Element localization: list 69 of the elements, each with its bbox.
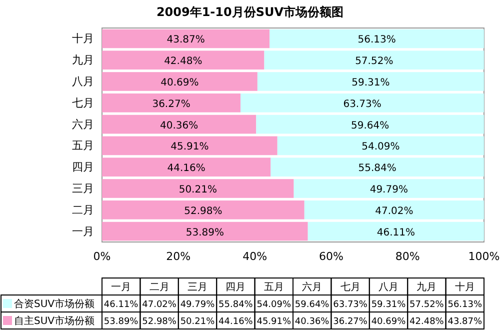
data-label: 45.91% (170, 142, 209, 153)
legend-label: 自主SUV市场份额 (14, 315, 95, 327)
chart-title: 2009年1-10月份SUV市场份额图 (156, 5, 344, 19)
text: 46.11% (104, 300, 138, 310)
category-label: 四月 (226, 282, 246, 293)
text: 45.91% (256, 317, 292, 327)
y-tick-label: 四月 (72, 160, 94, 174)
y-tick-label: 二月 (72, 203, 94, 216)
data-label: 42.48% (164, 56, 202, 68)
x-tick-label: 20% (166, 250, 191, 263)
data-label: 56.13% (358, 34, 396, 46)
text: 40.69% (371, 317, 406, 327)
data-label: 43.87% (166, 34, 205, 46)
text: 52.98% (142, 317, 176, 327)
data-label: 40.69% (160, 78, 199, 88)
text: 42.48% (410, 317, 444, 327)
data-label: 55.84% (358, 163, 396, 174)
x-tick-label: 100% (468, 250, 500, 263)
x-tick-label: 60% (318, 250, 344, 263)
data-label: 50.21% (178, 184, 217, 196)
data-label: 63.73% (343, 98, 382, 110)
category-label: 一月 (111, 282, 132, 293)
data-label: 59.64% (351, 120, 390, 132)
text: 54.09% (256, 300, 292, 310)
y-tick-label: 七月 (72, 96, 94, 110)
text: 43.87% (448, 317, 482, 327)
category-label: 九月 (416, 282, 437, 293)
category-label: 六月 (302, 282, 322, 293)
data-label: 49.79% (370, 184, 408, 196)
x-tick-label: 0% (93, 250, 111, 263)
y-tick-label: 八月 (72, 75, 94, 88)
y-tick-label: 五月 (72, 139, 94, 152)
x-tick-label: 40% (242, 250, 268, 263)
data-label: 44.16% (167, 163, 206, 174)
data-label: 53.89% (186, 227, 224, 238)
text: 53.89% (104, 317, 138, 327)
text: 49.79% (180, 300, 215, 310)
y-tick-label: 六月 (72, 118, 94, 131)
category-label: 二月 (149, 282, 170, 293)
text: 40.36% (294, 317, 330, 327)
text: 57.52% (410, 300, 444, 310)
data-label: 54.09% (362, 142, 400, 153)
y-tick-label: 九月 (72, 54, 94, 67)
text: 44.16% (218, 317, 253, 327)
text: 59.31% (371, 300, 406, 310)
x-tick-label: 80% (395, 250, 420, 263)
text: 36.27% (333, 317, 368, 327)
data-label: 59.31% (352, 78, 390, 88)
data-label: 57.52% (355, 56, 394, 68)
data-label: 47.02% (375, 206, 414, 217)
text: 47.02% (142, 300, 176, 310)
text: 63.73% (333, 300, 368, 310)
data-label: 36.27% (152, 98, 190, 110)
text: 50.21% (180, 317, 215, 327)
category-label: 三月 (188, 282, 208, 293)
text: 55.84% (218, 300, 253, 310)
text: 59.64% (294, 300, 330, 310)
category-label: 八月 (378, 282, 398, 293)
category-label: 十月 (454, 282, 475, 293)
data-label: 46.11% (376, 227, 415, 238)
legend-label: 合资SUV市场份额 (14, 298, 95, 310)
data-label: 40.36% (160, 120, 198, 132)
data-label: 52.98% (184, 206, 222, 217)
text: 56.13% (448, 300, 482, 310)
category-label: 七月 (340, 282, 360, 293)
y-tick-label: 一月 (72, 224, 94, 238)
y-tick-label: 三月 (72, 182, 94, 196)
y-tick-label: 十月 (72, 32, 94, 46)
category-label: 五月 (264, 282, 284, 293)
